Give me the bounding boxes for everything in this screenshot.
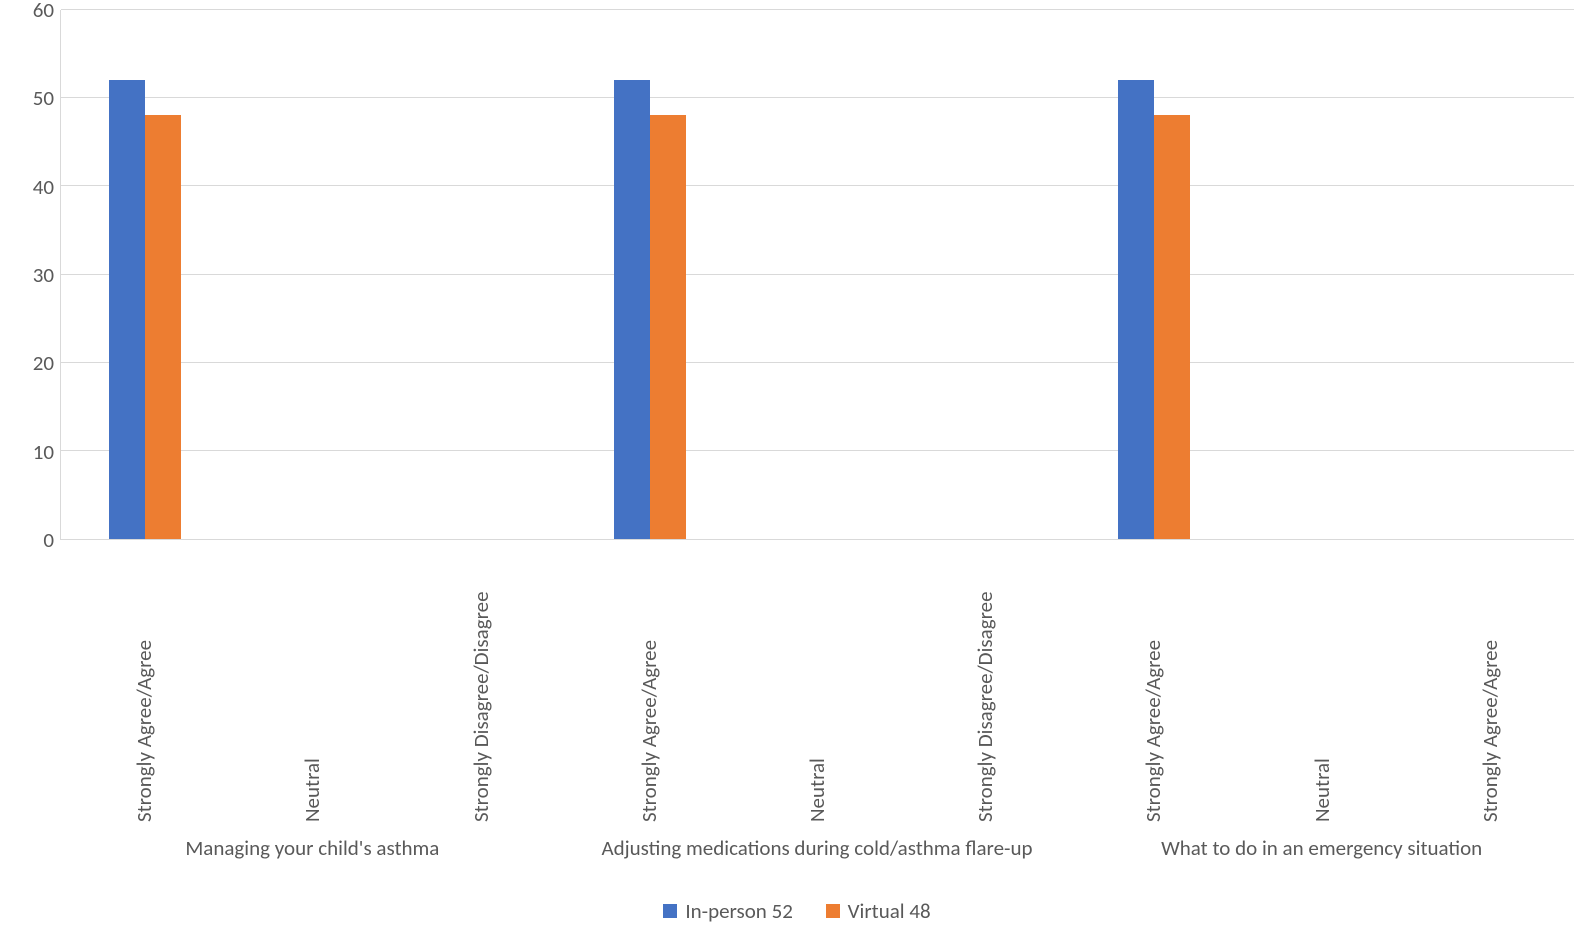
legend-item: In-person 52 [663, 898, 793, 924]
legend-swatch [663, 904, 677, 918]
xtick-label: Strongly Agree/Agree [1476, 552, 1504, 822]
xtick-label: Neutral [1308, 552, 1336, 822]
bar [1154, 115, 1190, 539]
bar [1118, 80, 1154, 539]
bar-chart: 0 10 20 30 40 50 60 Strongly Agree/Agree… [0, 0, 1594, 939]
group-labels-layer: Managing your child's asthmaAdjusting me… [60, 835, 1574, 875]
ytick-label: 60 [4, 0, 54, 23]
group-label: Managing your child's asthma [60, 835, 565, 861]
ytick-label: 40 [4, 174, 54, 200]
group-label: Adjusting medications during cold/asthma… [565, 835, 1070, 861]
bar [614, 80, 650, 539]
legend-label: Virtual 48 [848, 898, 931, 924]
xtick-label: Strongly Agree/Agree [1139, 552, 1167, 822]
ytick-label: 30 [4, 262, 54, 288]
bars-layer [61, 10, 1574, 539]
xlabels-layer: Strongly Agree/Agree Neutral Strongly Disa… [60, 552, 1574, 842]
group-label: What to do in an emergency situation [1069, 835, 1574, 861]
legend: In-person 52 Virtual 48 [0, 898, 1594, 924]
bar [650, 115, 686, 539]
ytick-label: 20 [4, 350, 54, 376]
legend-label: In-person 52 [685, 898, 793, 924]
xtick-label: Strongly Agree/Agree [130, 552, 158, 822]
ytick-label: 50 [4, 85, 54, 111]
bar [145, 115, 181, 539]
bar [109, 80, 145, 539]
ytick-label: 10 [4, 439, 54, 465]
legend-swatch [826, 904, 840, 918]
xtick-label: Neutral [803, 552, 831, 822]
xtick-label: Neutral [298, 552, 326, 822]
plot-area [60, 10, 1574, 540]
xtick-label: Strongly Agree/Agree [635, 552, 663, 822]
ytick-label: 0 [4, 527, 54, 553]
xtick-label: Strongly Disagree/Disagree [971, 552, 999, 822]
legend-item: Virtual 48 [826, 898, 931, 924]
xtick-label: Strongly Disagree/Disagree [467, 552, 495, 822]
